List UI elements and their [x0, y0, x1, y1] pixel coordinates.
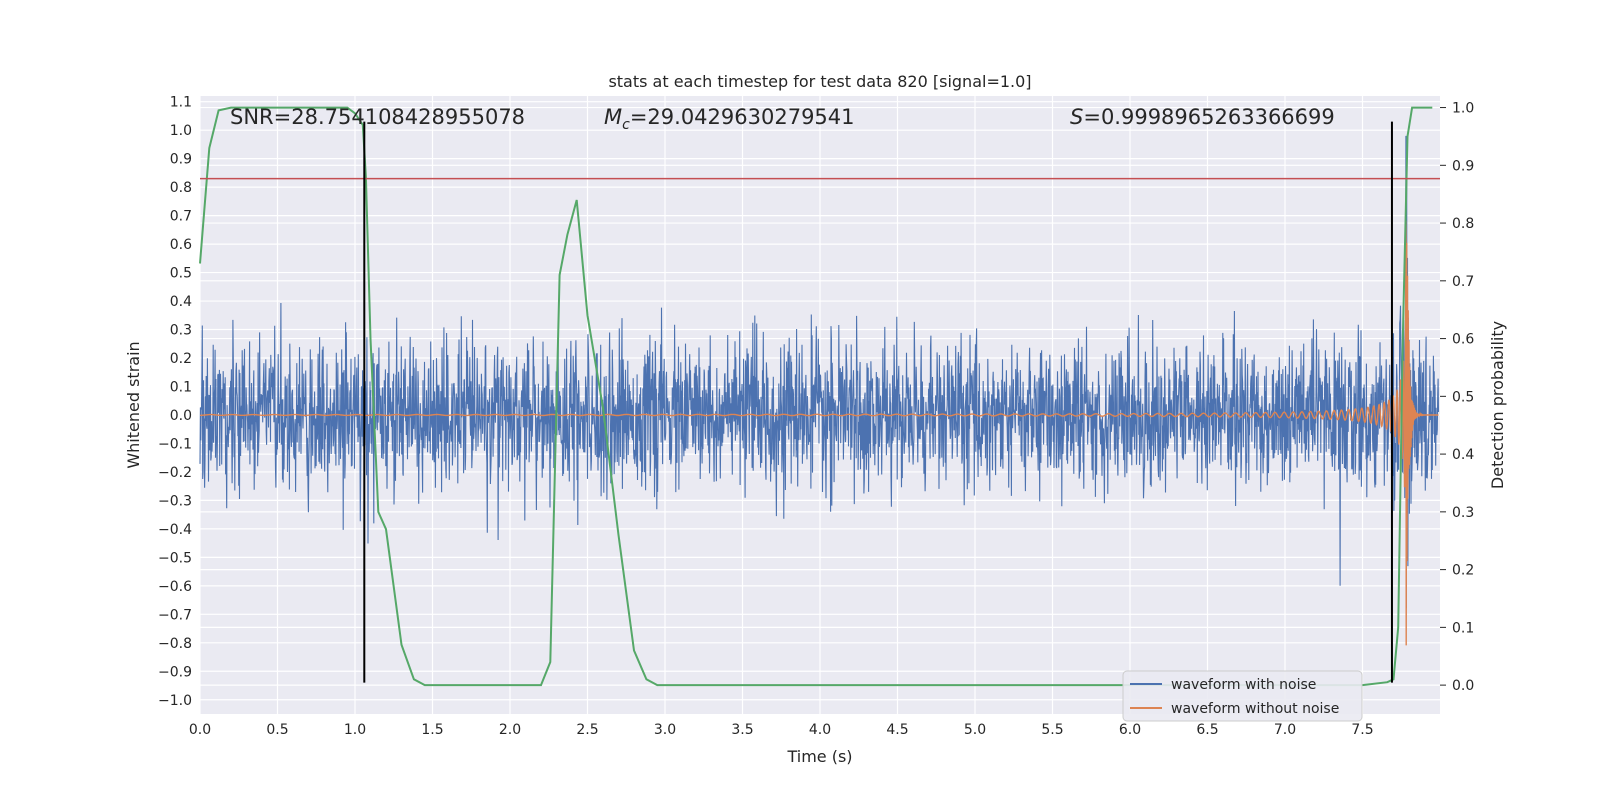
x-tick-label: 4.5	[886, 722, 908, 738]
x-tick-label: 6.0	[1119, 722, 1141, 738]
y-tick-label: 0.5	[170, 266, 192, 282]
y2-tick-label: 0.5	[1452, 389, 1474, 405]
y-tick-label: −0.9	[158, 664, 192, 680]
mc-subscript: c	[622, 117, 630, 133]
y-tick-label: 0.6	[170, 237, 192, 253]
mc-value: =29.0429630279541	[630, 105, 855, 129]
x-tick-label: 5.0	[964, 722, 986, 738]
y-tick-label: −0.6	[158, 579, 192, 595]
y-tick-label: −1.0	[158, 693, 192, 709]
x-tick-label: 4.0	[809, 722, 831, 738]
y2-ticks: 1.0 0.9 0.8 0.7 0.6 0.5 0.4 0.3 0.2 0.1 0.0	[1440, 101, 1474, 694]
y-tick-label: 1.1	[170, 95, 192, 111]
y-tick-label: −0.4	[158, 522, 192, 538]
legend-box	[1122, 670, 1363, 722]
x-tick-label: 2.0	[499, 722, 521, 738]
x-tick-label: 6.5	[1196, 722, 1218, 738]
y-tick-label: −0.5	[158, 550, 192, 566]
y-tick-label: 1.0	[170, 123, 192, 139]
y-tick-label: 0.8	[170, 180, 192, 196]
y2-tick-label: 0.3	[1452, 505, 1474, 521]
y-tick-label: 0.4	[170, 294, 192, 310]
series-waveform-with-noise	[199, 135, 1440, 609]
snr-annotation: SNR=28.754108428955078	[230, 105, 525, 129]
y-tick-label: 0.2	[170, 351, 192, 367]
legend: waveform with noise waveform without noi…	[1122, 670, 1363, 722]
legend-label-clean: waveform without noise	[1171, 701, 1339, 717]
y2-tick-label: 0.6	[1452, 332, 1474, 348]
series-waveform-without-noise	[200, 220, 1439, 646]
y-ticks: 1.1 1.0 0.9 0.8 0.7 0.6 0.5 0.4 0.3 0.2 0.1 0.0 −0.1…	[158, 95, 192, 709]
series-layer	[199, 106, 1440, 687]
x-ticks: 0.0 0.5 1.0 1.5 2.0 2.5 3.0 3.5 4.0 4.5 5.0 5.5 6.0 6…	[189, 722, 1374, 738]
s-symbol: S	[1070, 105, 1083, 129]
y-tick-label: 0.0	[170, 408, 192, 424]
s-value: =0.9998965263366699	[1083, 105, 1334, 129]
y-tick-label: −0.8	[158, 636, 192, 652]
y2-tick-label: 0.7	[1452, 274, 1474, 290]
x-tick-label: 1.0	[344, 722, 366, 738]
x-tick-label: 3.0	[654, 722, 676, 738]
y2-axis-label: Detection probability	[1488, 321, 1507, 489]
y2-tick-label: 0.8	[1452, 216, 1474, 232]
y-tick-label: −0.3	[158, 493, 192, 509]
x-tick-label: 5.5	[1041, 722, 1063, 738]
x-tick-label: 0.5	[266, 722, 288, 738]
series-detection-probability	[199, 106, 1433, 687]
y-tick-label: −0.2	[158, 465, 192, 481]
mc-annotation: Mc=29.0429630279541	[604, 105, 855, 133]
y-axis-label: Whitened strain	[124, 341, 143, 468]
mc-symbol: M	[604, 105, 622, 129]
y-tick-label: 0.9	[170, 152, 192, 168]
y2-tick-label: 0.0	[1452, 678, 1474, 694]
x-tick-label: 7.0	[1274, 722, 1296, 738]
x-tick-label: 0.0	[189, 722, 211, 738]
x-tick-label: 2.5	[576, 722, 598, 738]
x-axis-label: Time (s)	[786, 747, 852, 766]
y-tick-label: 0.3	[170, 323, 192, 339]
y2-tick-label: 0.1	[1452, 620, 1474, 636]
chart-title: stats at each timestep for test data 820…	[608, 72, 1031, 91]
legend-label-noise: waveform with noise	[1171, 677, 1316, 693]
y-tick-label: −0.1	[158, 436, 192, 452]
y-tick-label: −0.7	[158, 607, 192, 623]
x-tick-label: 1.5	[421, 722, 443, 738]
y2-tick-label: 0.9	[1452, 158, 1474, 174]
x-tick-label: 7.5	[1351, 722, 1373, 738]
y-tick-label: 0.7	[170, 209, 192, 225]
y2-tick-label: 0.2	[1452, 563, 1474, 579]
y2-tick-label: 0.4	[1452, 447, 1474, 463]
s-annotation: S=0.9998965263366699	[1070, 105, 1335, 129]
x-tick-label: 3.5	[731, 722, 753, 738]
y-tick-label: 0.1	[170, 379, 192, 395]
y2-tick-label: 1.0	[1452, 101, 1474, 117]
